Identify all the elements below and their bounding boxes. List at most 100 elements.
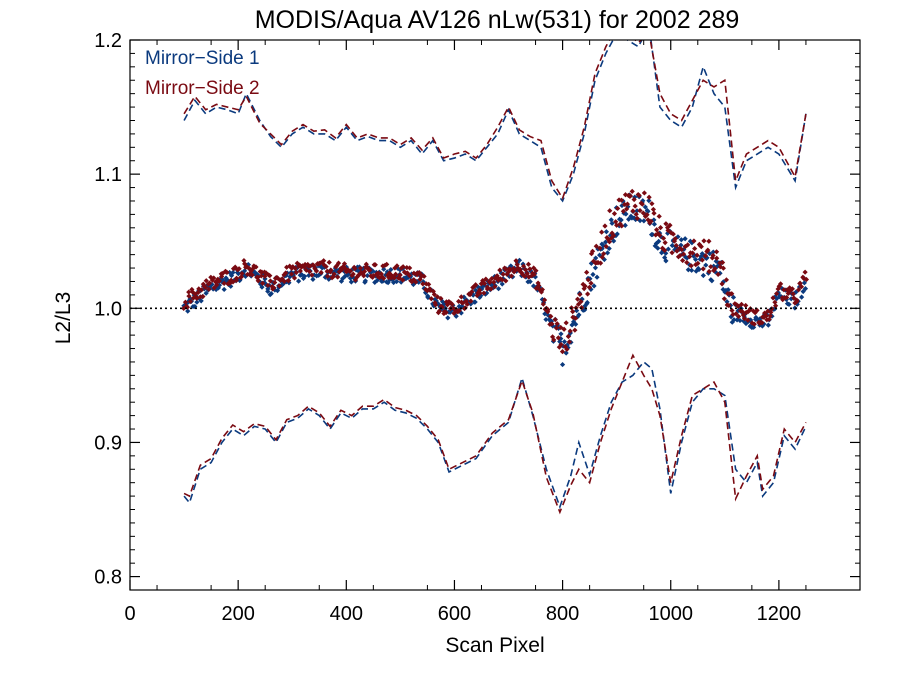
point-mirror-side-2 <box>700 266 706 272</box>
point-mirror-side-1 <box>588 286 594 292</box>
point-mirror-side-2 <box>743 309 749 316</box>
point-mirror-side-2 <box>634 215 640 222</box>
point-mirror-side-1 <box>259 284 265 290</box>
point-mirror-side-2 <box>549 321 555 327</box>
point-mirror-side-2 <box>601 251 607 257</box>
point-mirror-side-2 <box>473 282 479 288</box>
point-mirror-side-1 <box>559 361 566 368</box>
point-mirror-side-2 <box>413 279 419 285</box>
point-mirror-side-2 <box>745 317 751 323</box>
point-mirror-side-2 <box>350 271 356 277</box>
point-mirror-side-2 <box>230 279 236 285</box>
point-mirror-side-1 <box>499 281 505 287</box>
point-mirror-side-2 <box>672 236 678 242</box>
point-mirror-side-1 <box>590 271 596 278</box>
point-mirror-side-2 <box>287 263 293 269</box>
point-mirror-side-2 <box>630 208 636 214</box>
point-mirror-side-2 <box>605 237 612 243</box>
point-mirror-side-2 <box>477 290 483 296</box>
point-mirror-side-1 <box>724 299 730 305</box>
point-mirror-side-1 <box>754 316 760 322</box>
point-mirror-side-2 <box>182 299 189 305</box>
point-mirror-side-1 <box>299 272 305 278</box>
point-mirror-side-1 <box>192 303 198 310</box>
point-mirror-side-2 <box>539 286 545 293</box>
point-mirror-side-1 <box>573 321 579 327</box>
point-mirror-side-1 <box>579 296 585 302</box>
point-mirror-side-2 <box>361 268 368 275</box>
point-mirror-side-1 <box>254 272 261 278</box>
point-mirror-side-2 <box>577 291 583 297</box>
point-mirror-side-2 <box>328 267 334 273</box>
point-mirror-side-1 <box>558 336 564 342</box>
point-mirror-side-1 <box>696 266 702 273</box>
point-mirror-side-2 <box>514 262 520 268</box>
point-mirror-side-2 <box>200 293 206 300</box>
point-mirror-side-2 <box>525 261 532 267</box>
chart-title: MODIS/Aqua AV126 nLw(531) for 2002 289 <box>255 6 740 34</box>
point-mirror-side-1 <box>461 294 467 300</box>
point-mirror-side-2 <box>589 248 596 254</box>
point-mirror-side-2 <box>588 251 595 257</box>
point-mirror-side-2 <box>712 266 718 272</box>
point-mirror-side-2 <box>710 252 716 259</box>
point-mirror-side-1 <box>685 267 691 273</box>
point-mirror-side-2 <box>211 285 217 291</box>
point-mirror-side-2 <box>597 260 604 266</box>
point-mirror-side-1 <box>194 299 200 305</box>
point-mirror-side-2 <box>674 248 680 254</box>
point-mirror-side-2 <box>411 270 417 276</box>
point-mirror-side-1 <box>689 267 695 273</box>
point-mirror-side-2 <box>276 283 282 289</box>
point-mirror-side-2 <box>319 259 325 265</box>
point-mirror-side-1 <box>786 301 792 307</box>
point-mirror-side-2 <box>553 325 560 331</box>
point-mirror-side-1 <box>558 331 564 337</box>
point-mirror-side-2 <box>416 270 422 276</box>
point-mirror-side-1 <box>772 306 778 312</box>
point-mirror-side-2 <box>764 317 770 323</box>
point-mirror-side-2 <box>283 270 289 276</box>
point-mirror-side-1 <box>582 307 588 313</box>
point-mirror-side-1 <box>557 339 563 345</box>
point-mirror-side-1 <box>228 283 234 289</box>
point-mirror-side-2 <box>563 320 569 326</box>
point-mirror-side-2 <box>593 243 599 249</box>
point-mirror-side-2 <box>232 264 238 270</box>
point-mirror-side-2 <box>670 231 676 237</box>
point-mirror-side-1 <box>687 238 693 244</box>
point-mirror-side-2 <box>436 308 443 314</box>
point-mirror-side-1 <box>458 310 464 316</box>
point-mirror-side-2 <box>667 222 673 228</box>
point-mirror-side-2 <box>581 286 587 292</box>
point-mirror-side-2 <box>307 263 313 269</box>
point-mirror-side-2 <box>784 287 790 293</box>
point-mirror-side-2 <box>706 238 712 244</box>
point-mirror-side-2 <box>647 220 653 226</box>
point-mirror-side-2 <box>720 265 726 271</box>
point-mirror-side-2 <box>253 264 259 270</box>
point-mirror-side-1 <box>459 303 465 309</box>
point-mirror-side-2 <box>529 270 536 276</box>
point-mirror-side-2 <box>536 283 542 289</box>
point-mirror-side-1 <box>606 245 612 252</box>
point-mirror-side-2 <box>202 284 209 290</box>
point-mirror-side-2 <box>352 277 359 283</box>
point-mirror-side-2 <box>657 225 664 231</box>
point-mirror-side-2 <box>770 295 776 301</box>
point-mirror-side-1 <box>201 286 207 292</box>
point-mirror-side-1 <box>700 272 706 279</box>
point-mirror-side-1 <box>338 278 345 284</box>
point-mirror-side-1 <box>527 279 533 285</box>
point-mirror-side-2 <box>611 210 618 217</box>
point-mirror-side-2 <box>487 279 493 286</box>
point-mirror-side-1 <box>623 211 629 217</box>
point-mirror-side-2 <box>533 268 539 274</box>
point-mirror-side-2 <box>603 243 609 250</box>
point-mirror-side-2 <box>754 307 760 314</box>
point-mirror-side-1 <box>302 273 308 279</box>
point-mirror-side-2 <box>591 258 597 264</box>
point-mirror-side-1 <box>665 246 671 252</box>
point-mirror-side-2 <box>302 261 308 268</box>
point-mirror-side-2 <box>767 313 773 319</box>
